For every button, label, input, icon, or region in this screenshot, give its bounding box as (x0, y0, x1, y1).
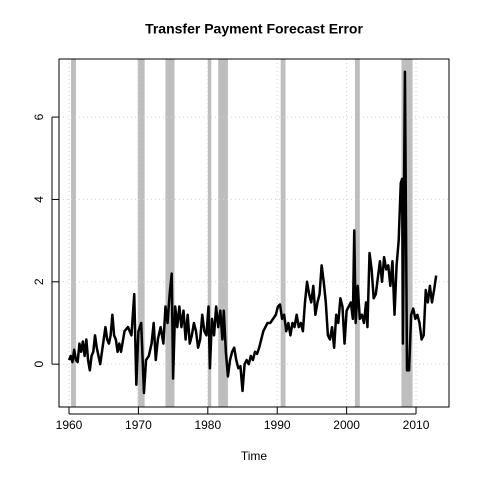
data-line (67, 70, 438, 395)
recession-band (165, 59, 175, 407)
x-tick-label: 1990 (264, 418, 291, 432)
y-tick-label: 6 (32, 113, 46, 120)
x-axis-label: Time (241, 449, 268, 463)
x-tick-label: 1970 (125, 418, 152, 432)
x-tick-label: 2000 (333, 418, 360, 432)
y-tick-label: 2 (32, 278, 46, 285)
chart-title: Transfer Payment Forecast Error (145, 21, 363, 37)
y-tick-label: 4 (32, 196, 46, 203)
recession-band (71, 59, 76, 407)
x-tick-label: 1960 (56, 418, 83, 432)
recession-band (354, 59, 360, 407)
recession-band (280, 59, 286, 407)
x-tick-label: 1980 (194, 418, 221, 432)
recession-band (137, 59, 145, 407)
recession-band (207, 59, 212, 407)
plot-frame (58, 58, 450, 408)
recession-band (218, 59, 228, 407)
x-tick-label: 2010 (403, 418, 430, 432)
y-tick-label: 0 (32, 361, 46, 368)
